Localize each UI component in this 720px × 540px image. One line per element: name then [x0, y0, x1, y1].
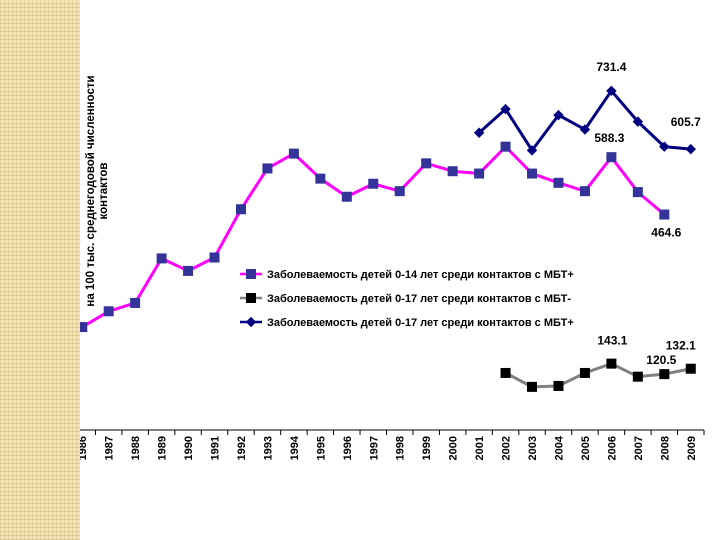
data-label: 132.1: [666, 339, 696, 353]
x-tick-label: 2001: [474, 436, 486, 460]
x-tick-label: 2007: [633, 436, 645, 460]
x-tick-label: 1998: [395, 436, 407, 460]
data-point-s0: [183, 265, 194, 276]
data-point-s0: [262, 163, 273, 174]
data-point-s2: [579, 124, 591, 135]
data-point-s2: [526, 145, 538, 156]
legend-label-0: Заболеваемость детей 0-14 лет среди конт…: [267, 269, 574, 281]
x-tick-label: 2009: [686, 436, 698, 460]
data-point-s1: [632, 371, 643, 382]
x-tick-label: 1988: [130, 436, 142, 460]
data-point-s0: [209, 252, 220, 263]
x-tick-label: 1996: [342, 436, 354, 460]
data-point-s2: [473, 127, 485, 138]
data-point-s0: [606, 152, 617, 163]
data-point-s0: [80, 322, 88, 333]
data-point-s2: [553, 109, 564, 121]
x-tick-label: 1989: [157, 436, 169, 460]
x-tick-label: 2006: [606, 436, 618, 460]
data-point-s1: [659, 369, 670, 380]
legend-label-1: Заболеваемость детей 0-17 лет среди конт…: [267, 293, 571, 305]
data-point-s1: [606, 358, 617, 369]
data-point-s0: [368, 178, 379, 189]
data-label: 120.5: [646, 353, 676, 367]
data-point-s0: [421, 158, 432, 169]
x-tick-label: 1999: [421, 436, 433, 460]
data-label: 143.1: [597, 334, 627, 348]
x-tick-label: 2008: [659, 436, 671, 460]
data-point-s0: [315, 173, 326, 184]
data-point-s0: [474, 168, 485, 179]
data-label: 464.6: [651, 226, 681, 240]
legend-marker-0: [246, 269, 256, 279]
data-point-s1: [579, 367, 590, 378]
data-point-s1: [500, 367, 511, 378]
x-tick-label: 2002: [501, 436, 513, 460]
data-label: 588.3: [594, 131, 624, 145]
data-label: 605.7: [671, 115, 701, 129]
x-tick-label: 2004: [553, 435, 565, 460]
data-point-s0: [288, 148, 299, 159]
legend-marker-1: [246, 293, 256, 303]
data-point-s0: [341, 191, 352, 202]
x-tick-label: 2000: [448, 436, 460, 460]
x-tick-label: 2003: [527, 436, 539, 460]
data-point-s0: [659, 209, 670, 220]
x-tick-label: 1991: [210, 436, 222, 460]
data-point-s2: [685, 143, 696, 155]
data-point-s0: [103, 306, 114, 317]
x-tick-label: 1997: [368, 436, 380, 460]
data-point-s0: [235, 204, 246, 215]
legend-marker-2: [245, 316, 257, 328]
x-tick-label: 1986: [80, 436, 89, 460]
data-point-s0: [447, 166, 458, 177]
data-point-s2: [632, 116, 644, 127]
legend-label-2: Заболеваемость детей 0-17 лет среди конт…: [267, 317, 574, 329]
data-point-s1: [685, 363, 696, 374]
x-tick-label: 1994: [289, 435, 301, 460]
data-point-s0: [527, 168, 538, 179]
x-tick-label: 2005: [580, 436, 592, 460]
data-point-s0: [579, 186, 590, 197]
line-chart: 0100200300400500600700800198619871988198…: [80, 60, 705, 460]
x-tick-label: 1992: [236, 436, 248, 460]
series-line-2: [478, 89, 691, 152]
data-point-s0: [632, 187, 643, 198]
data-point-s2: [659, 141, 670, 152]
data-point-s0: [130, 297, 141, 308]
data-point-s1: [553, 380, 564, 391]
data-point-s0: [156, 253, 167, 264]
data-point-s1: [527, 381, 538, 392]
data-point-s0: [500, 141, 511, 152]
data-point-s2: [606, 85, 617, 97]
data-point-s0: [394, 186, 405, 197]
data-point-s2: [500, 103, 511, 115]
x-tick-label: 1990: [183, 436, 195, 460]
x-tick-label: 1995: [315, 436, 327, 460]
data-label: 731.4: [596, 60, 626, 74]
x-tick-label: 1987: [104, 436, 116, 460]
x-tick-label: 1993: [262, 436, 274, 460]
data-point-s0: [553, 177, 564, 188]
chart-panel: на 100 тыс. среднегодовой численности ко…: [80, 0, 720, 540]
